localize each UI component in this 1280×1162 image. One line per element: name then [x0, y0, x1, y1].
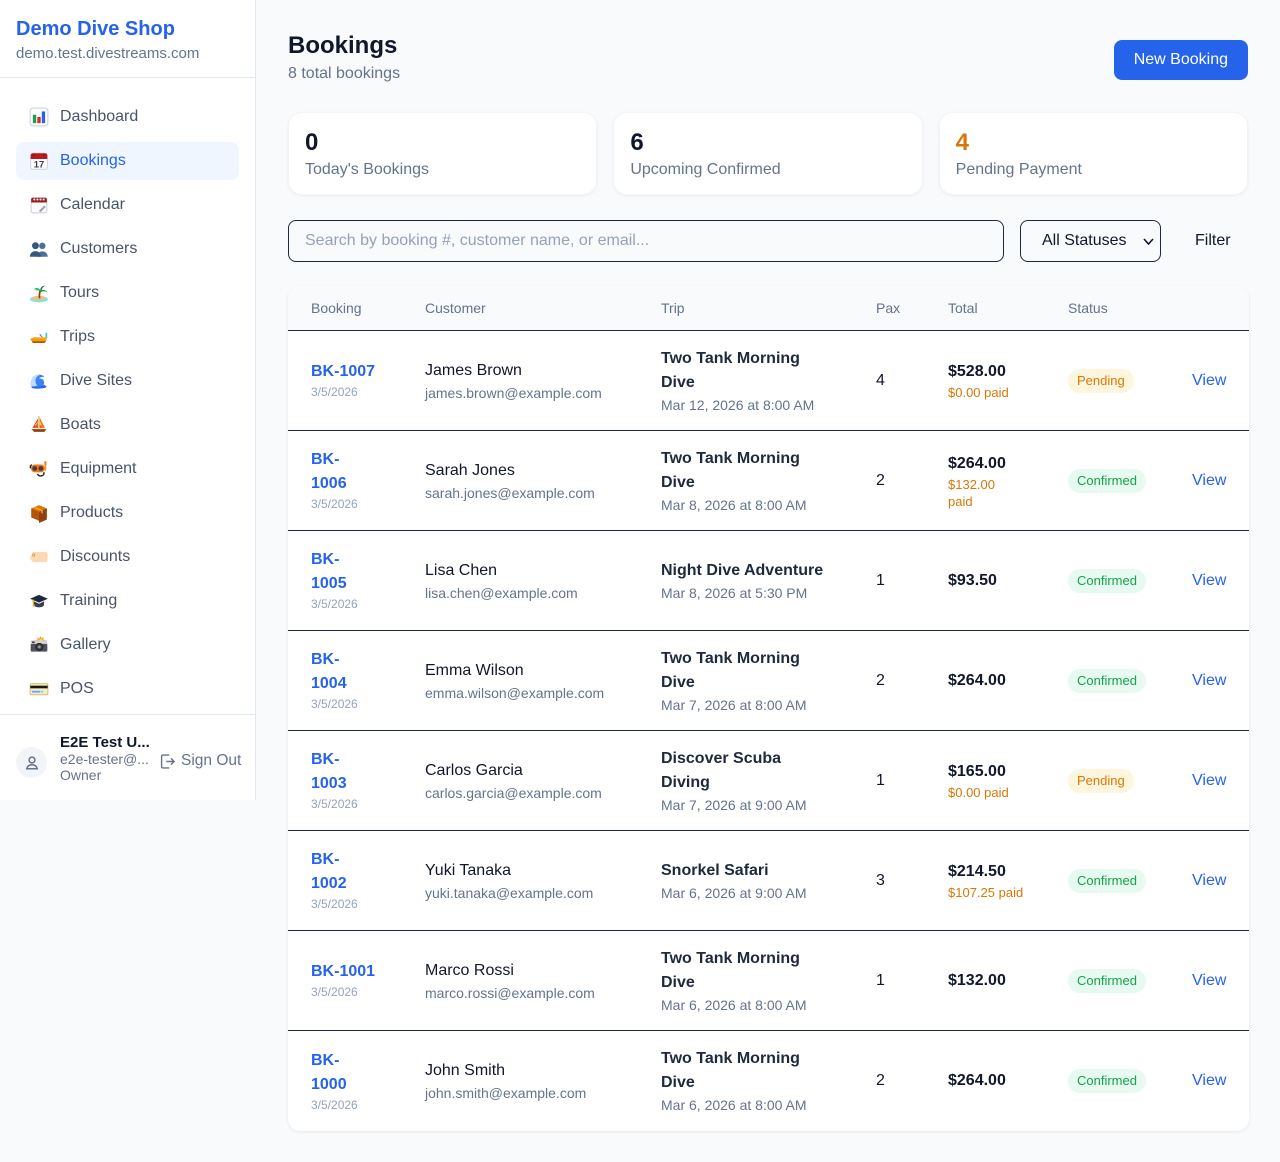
svg-text:17: 17	[34, 159, 45, 170]
